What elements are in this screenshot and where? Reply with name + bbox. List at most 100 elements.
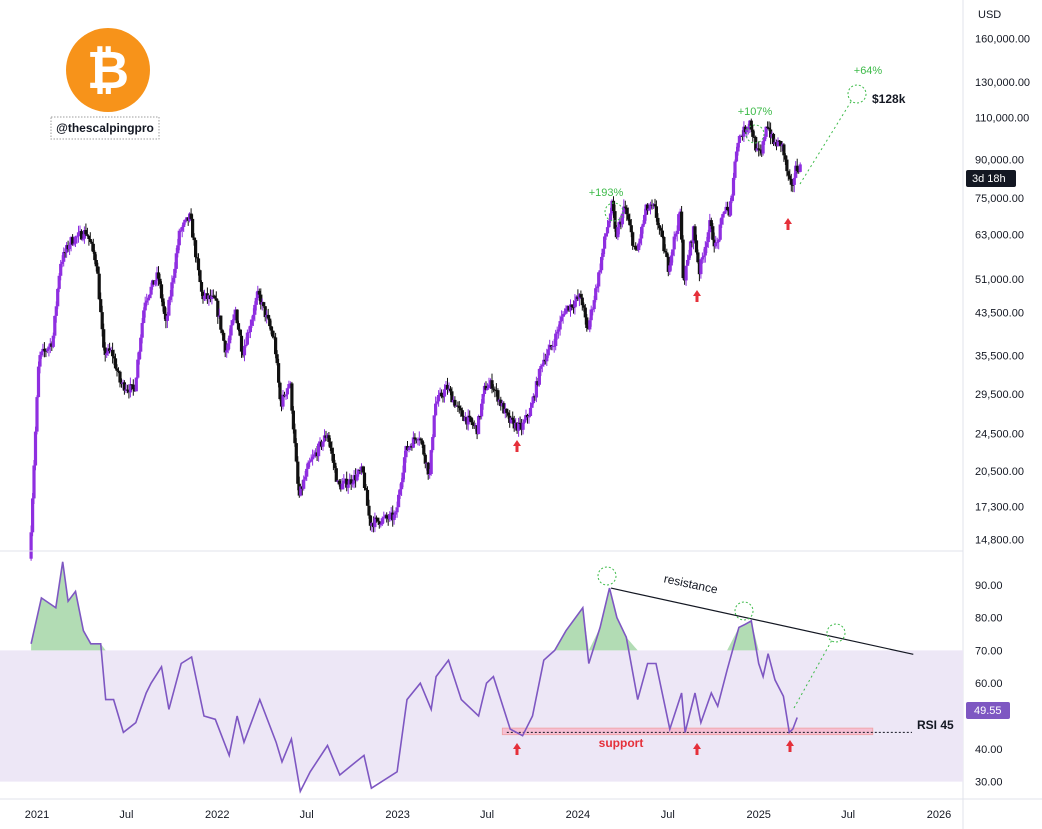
candle-body <box>749 120 753 130</box>
candle-body <box>225 350 229 353</box>
candle-body <box>115 368 119 371</box>
candle-body <box>176 245 180 254</box>
candle-body <box>35 397 39 432</box>
candle-body <box>785 159 789 172</box>
candle-body <box>595 286 599 289</box>
candle-body <box>165 315 169 321</box>
rsi-projection-circle <box>826 623 846 643</box>
candle-body <box>99 299 103 313</box>
candle-body <box>564 308 568 314</box>
price-tick-label: 20,500.00 <box>975 466 1024 478</box>
candle-body <box>365 489 370 506</box>
candle-body <box>481 394 485 404</box>
candle-body <box>195 257 199 259</box>
candle-body <box>592 300 596 310</box>
candle-body <box>388 514 392 520</box>
candle-body <box>448 388 453 392</box>
candle-body <box>440 392 444 397</box>
candle-body <box>647 208 651 211</box>
candle-body <box>245 332 249 345</box>
countdown-label: 3d 18h <box>972 173 1006 185</box>
candle-body <box>792 177 796 185</box>
time-tick-label: Jul <box>119 809 133 821</box>
candle-body <box>601 248 605 257</box>
candle-body <box>51 335 55 347</box>
candle-body <box>531 396 535 404</box>
candle-body <box>303 476 307 480</box>
candle-body <box>257 290 261 295</box>
peak-2025-circle <box>745 124 765 144</box>
candle-body <box>327 435 331 442</box>
candle-body <box>469 417 473 423</box>
candle-body <box>253 304 257 315</box>
candle-body <box>170 282 174 297</box>
candle-body <box>367 505 371 516</box>
time-axis[interactable]: 2021 Jul 2022 Jul 2023 Jul 2024 Jul 2025 Jul 2026 <box>25 809 951 821</box>
price-tick-label: 24,500.00 <box>975 428 1024 440</box>
candle-body <box>613 211 617 229</box>
candle-body <box>686 260 690 266</box>
candle-body <box>432 415 436 437</box>
candle-body <box>776 140 780 147</box>
candle-body <box>530 403 534 408</box>
candle-body <box>60 261 64 264</box>
candle-body <box>226 343 230 351</box>
candle-body <box>557 329 561 332</box>
arrow-up-icon <box>513 743 521 755</box>
candle-body <box>196 258 201 271</box>
candle-body <box>262 302 266 307</box>
candle-body <box>537 368 541 385</box>
candle-body <box>786 171 790 176</box>
candle-body <box>570 304 574 308</box>
candle-body <box>757 148 761 150</box>
candle-body <box>758 149 762 151</box>
rsi-axis[interactable]: 90.00 80.00 70.00 60.00 40.00 30.00 <box>975 580 1003 789</box>
rsi-panel[interactable] <box>0 561 963 794</box>
resistance-label: resistance <box>663 572 720 597</box>
candle-body <box>183 219 187 223</box>
candle-body <box>351 483 355 485</box>
candle-body <box>616 227 620 238</box>
candle-body <box>506 412 510 416</box>
candle-body <box>395 507 399 513</box>
candle-body <box>296 461 300 484</box>
candle-body <box>105 353 109 355</box>
candle-body <box>368 515 372 526</box>
candle-body <box>450 391 454 403</box>
candle-body <box>589 309 593 321</box>
candle-body <box>402 457 407 473</box>
candle-body <box>524 415 528 420</box>
candle-body <box>382 517 386 519</box>
candle-body <box>623 206 627 208</box>
candle-body <box>334 468 338 482</box>
candle-body <box>331 453 335 463</box>
candle-body <box>482 385 487 394</box>
rsi-last-value: 49.55 <box>974 705 1002 717</box>
candle-body <box>600 256 604 271</box>
candle-body <box>656 217 660 226</box>
candle-body <box>244 344 248 347</box>
candle-body <box>287 384 291 389</box>
candle-body <box>87 235 91 239</box>
price-axis[interactable]: 160,000.00 130,000.00 110,000.00 90,000.00 7… <box>975 34 1030 547</box>
candle-body <box>337 480 341 485</box>
candle-body <box>321 441 325 447</box>
price-panel[interactable] <box>29 118 802 561</box>
candle-body <box>484 385 488 390</box>
candle-body <box>179 230 183 232</box>
candle-body <box>560 316 564 322</box>
candle-body <box>199 282 204 292</box>
candle-body <box>709 220 713 227</box>
candle-body <box>222 332 226 341</box>
candle-body <box>400 482 404 490</box>
candle-body <box>721 213 725 218</box>
candle-body <box>180 227 184 231</box>
candle-body <box>146 298 150 301</box>
candle-body <box>128 384 132 393</box>
candle-body <box>139 337 143 352</box>
candle-body <box>554 333 558 346</box>
candle-body <box>620 213 624 225</box>
candle-body <box>231 320 235 326</box>
candle-body <box>555 331 559 334</box>
candle-body <box>306 462 310 469</box>
